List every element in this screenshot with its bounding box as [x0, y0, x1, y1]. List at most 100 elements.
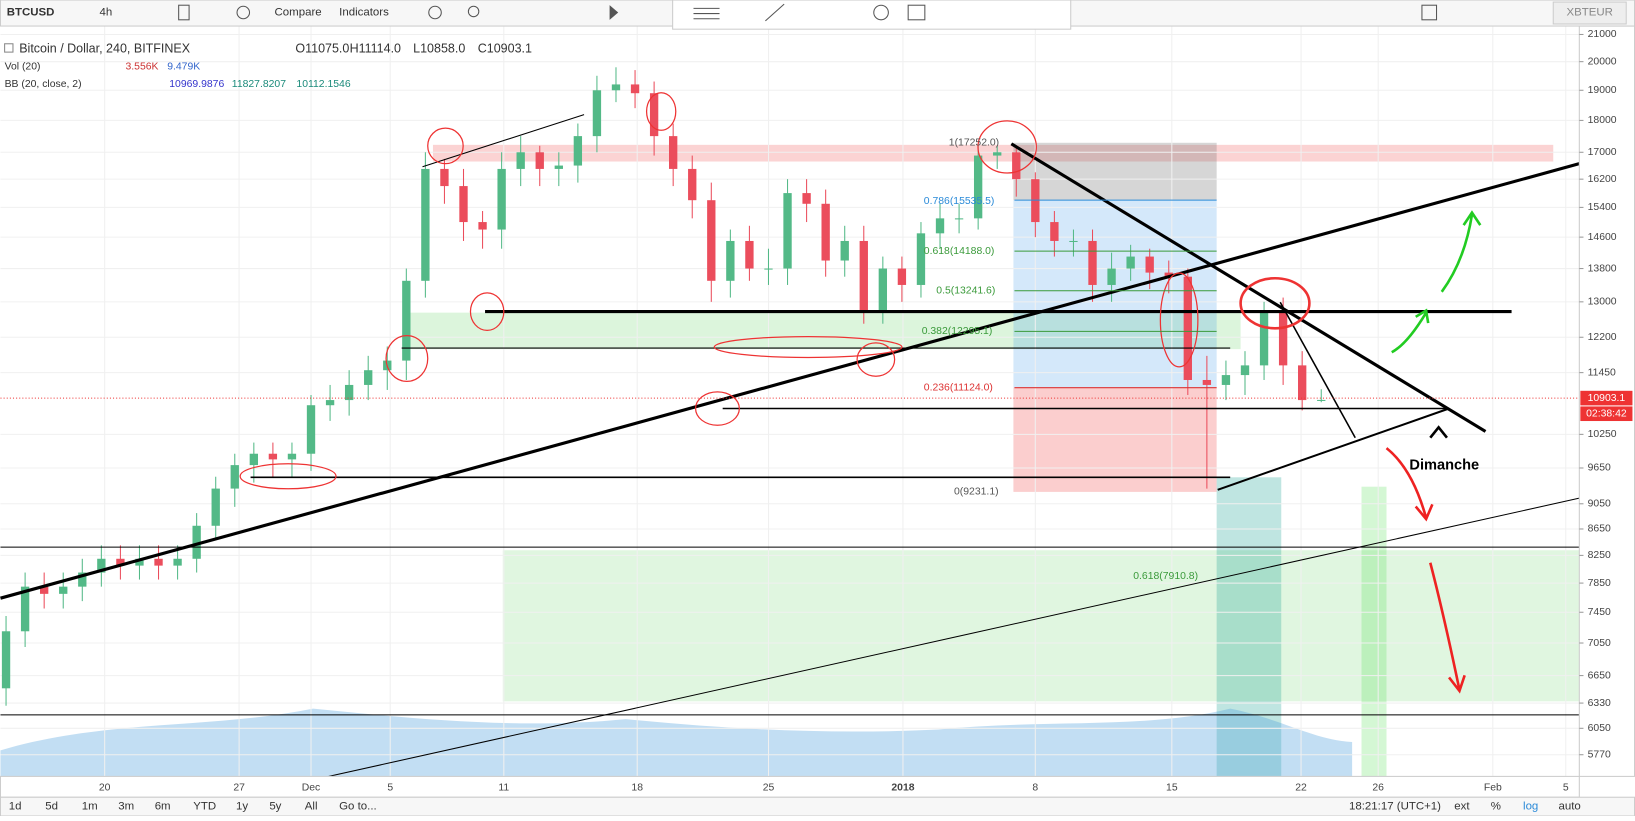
y-tick-label: 6330 — [1588, 698, 1611, 709]
y-tick-label: 10250 — [1588, 429, 1617, 440]
icon[interactable] — [428, 5, 442, 20]
legend-vol-value: 3.556K — [126, 61, 159, 72]
candle-body — [954, 218, 964, 220]
fib-label: 0.618(7910.8) — [1133, 571, 1198, 582]
candle-body — [1240, 365, 1250, 376]
candle-body — [573, 136, 583, 166]
candle-body — [1221, 375, 1231, 385]
zone — [1361, 486, 1387, 777]
icon[interactable] — [1421, 4, 1438, 21]
range-button[interactable]: 5d — [45, 801, 58, 813]
candle-body — [1317, 399, 1326, 401]
y-tick-label: 16200 — [1588, 174, 1617, 185]
candle-body — [1050, 222, 1059, 241]
range-button[interactable]: YTD — [193, 801, 216, 813]
legend-bb-value: 11827.8207 — [232, 79, 286, 90]
range-button[interactable]: 6m — [155, 801, 171, 813]
candle-body — [840, 240, 849, 261]
candle-body — [116, 558, 125, 566]
x-tick-label: 8 — [1032, 783, 1038, 794]
candle-body — [249, 453, 259, 466]
y-tick-label: 17000 — [1588, 147, 1617, 158]
y-tick-label: 18000 — [1588, 115, 1617, 126]
icon[interactable] — [609, 5, 619, 20]
icon[interactable] — [467, 5, 480, 18]
countdown: 02:38:42 — [1586, 408, 1627, 419]
right-symbol[interactable]: XBTEUR — [1566, 7, 1612, 19]
scale-option[interactable]: log — [1523, 801, 1538, 813]
candle-body — [287, 453, 297, 460]
circle — [645, 92, 677, 131]
candle-body — [1164, 272, 1173, 277]
interval[interactable]: 4h — [99, 7, 112, 19]
range-button[interactable]: 1d — [9, 801, 22, 813]
candle-body — [764, 268, 773, 270]
legend-bb-value: 10112.1546 — [296, 79, 350, 90]
legend: Bitcoin / Dollar, 240, BITFINEX O11075.0… — [4, 41, 532, 90]
candle-body — [478, 222, 487, 230]
trendline — [1217, 407, 1450, 491]
scale-option[interactable]: ext — [1454, 801, 1470, 813]
price-axis-labels: 21000 20000 19000 18000 17000 16200 15400 14600… — [1579, 29, 1617, 760]
collapse-icon — [4, 43, 14, 53]
candle-body — [745, 240, 754, 269]
icon[interactable] — [765, 3, 785, 22]
x-tick-label: Feb — [1484, 783, 1502, 794]
range-button[interactable]: All — [305, 801, 318, 813]
y-tick-label: 9650 — [1588, 463, 1611, 474]
circles — [239, 92, 1311, 490]
y-tick-label: 7050 — [1588, 638, 1611, 649]
scale-option[interactable]: auto — [1558, 801, 1580, 813]
candle-body — [1259, 310, 1269, 366]
range-button[interactable]: 1y — [236, 801, 248, 813]
candle-body — [1202, 379, 1212, 385]
range-button[interactable]: 3m — [118, 801, 134, 813]
symbol-box[interactable] — [1552, 1, 1627, 25]
candle-body — [859, 240, 868, 311]
trendlines — [0, 114, 1580, 777]
candle-body — [592, 90, 602, 137]
candle-body — [649, 93, 659, 137]
circle — [427, 127, 464, 165]
icon[interactable] — [236, 5, 251, 20]
circle — [469, 292, 505, 331]
indicators-button[interactable]: Indicators — [339, 7, 389, 19]
candle-body — [1298, 365, 1307, 401]
candle-body — [783, 193, 792, 269]
compare-button[interactable]: Compare — [275, 7, 322, 19]
zone — [502, 550, 1580, 702]
legend-vol: Vol (20) — [5, 61, 41, 72]
range-button[interactable]: 1m — [82, 801, 98, 813]
scale-option[interactable]: % — [1491, 801, 1501, 813]
fib-label: 0(9231.1) — [954, 487, 999, 498]
trendline — [328, 497, 1580, 777]
candle-body — [1278, 310, 1288, 366]
candle-body — [59, 586, 68, 594]
icon[interactable] — [693, 7, 720, 20]
candle-body — [535, 152, 544, 169]
fib-label: 0.382(12295.1) — [922, 326, 993, 337]
candle-body — [20, 586, 30, 632]
candle-body — [402, 280, 411, 361]
arrow — [1440, 210, 1482, 293]
icon[interactable] — [907, 4, 926, 21]
x-tick-label: Dec — [302, 783, 321, 794]
range-button[interactable]: 5y — [269, 801, 281, 813]
time-axis-labels: 20 27 Dec 5 11 18 25 2018 8 15 22 26 Feb 5 — [99, 783, 1569, 794]
icon[interactable] — [873, 4, 889, 21]
range-button[interactable]: Go to... — [339, 801, 377, 813]
y-tick-label: 5770 — [1588, 749, 1611, 760]
candle-body — [802, 193, 811, 204]
candle-body — [78, 572, 87, 587]
icon[interactable] — [178, 4, 190, 21]
y-tick-label: 7850 — [1588, 578, 1611, 589]
y-tick-label: 12200 — [1588, 332, 1617, 343]
circle — [694, 391, 740, 426]
clock: 18:21:17 (UTC+1) — [1349, 801, 1441, 813]
legend-high: H11114.0 — [350, 41, 401, 55]
candle-body — [497, 168, 506, 230]
drawings-background — [0, 142, 1580, 778]
symbol[interactable]: BTCUSD — [7, 7, 55, 19]
arrow — [1391, 308, 1430, 354]
